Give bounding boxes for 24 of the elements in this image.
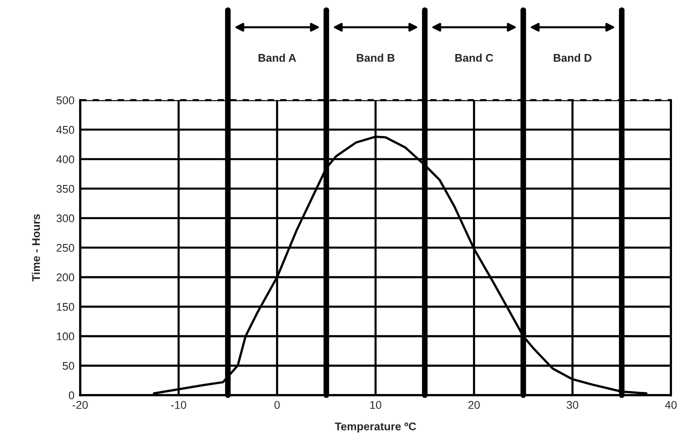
y-tick-label: 150: [56, 302, 74, 311]
x-tick-label: 30: [566, 401, 578, 409]
y-tick-label: 200: [56, 273, 74, 282]
y-tick-label: 100: [56, 332, 74, 340]
y-axis-title: Time - Hours: [32, 214, 40, 282]
y-tick-label: 0: [68, 391, 74, 400]
x-tick-label: 20: [468, 401, 480, 409]
x-tick-label: 40: [665, 401, 677, 409]
x-tick-label: 10: [370, 401, 382, 409]
y-tick-label: 250: [56, 244, 74, 252]
y-tick-label: 50: [62, 362, 74, 370]
x-tick-label: -20: [72, 401, 88, 409]
y-tick-label: 450: [56, 126, 74, 134]
y-tick-label: 400: [56, 155, 74, 164]
x-tick-label: 0: [274, 401, 280, 409]
y-tick-label: 500: [56, 96, 74, 104]
y-tick-label: 350: [56, 184, 74, 193]
text: Band D: [554, 54, 592, 62]
x-tick-label: -10: [171, 401, 186, 409]
text: Band C: [455, 54, 494, 62]
y-tick-label: 300: [56, 214, 74, 222]
x-axis-title: Temperature ºC: [334, 422, 416, 433]
text: Band B: [356, 54, 394, 62]
text: Band A: [258, 54, 296, 62]
